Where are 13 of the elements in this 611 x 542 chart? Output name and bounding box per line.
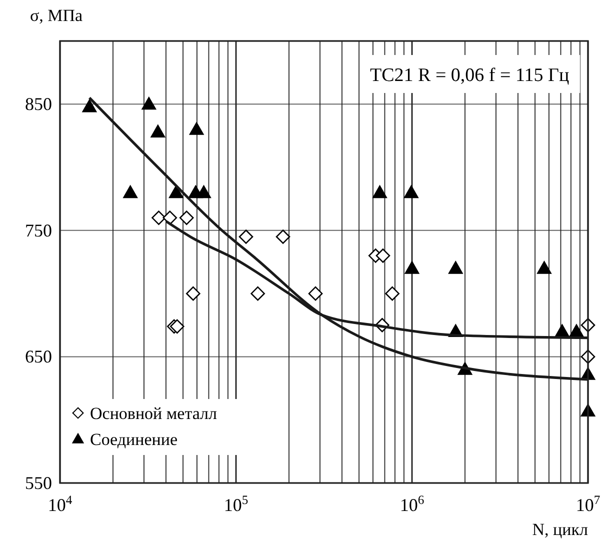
annotation: TC21 R = 0,06 f = 115 Гц	[370, 65, 570, 86]
y-tick-label: 850	[25, 94, 52, 114]
x-tick-label: 10$^{4}$	[48, 493, 73, 515]
y-axis-title: σ, МПа	[30, 6, 84, 25]
legend-label: Соединение	[90, 430, 178, 449]
legend-label: Основной металл	[90, 404, 218, 423]
y-tick-label: 750	[25, 220, 52, 240]
x-tick-label: 10$^{7}$	[576, 493, 600, 515]
y-tick-label: 650	[25, 346, 52, 367]
y-tick-label: 550	[25, 473, 52, 493]
x-tick-label: 10$^{6}$	[400, 493, 424, 515]
x-axis-title: N, цикл	[532, 520, 589, 539]
x-tick-label: 10$^{5}$	[224, 493, 248, 515]
